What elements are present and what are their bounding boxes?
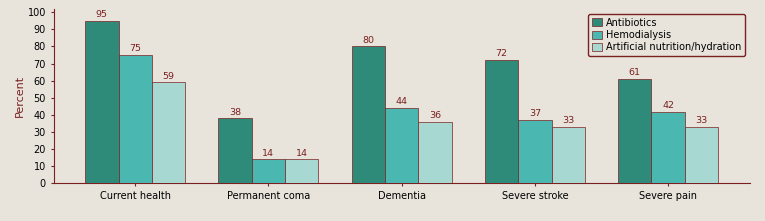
- Text: 33: 33: [695, 116, 708, 125]
- Text: 36: 36: [429, 111, 441, 120]
- Y-axis label: Percent: Percent: [15, 75, 24, 117]
- Text: 42: 42: [662, 101, 674, 110]
- Text: 75: 75: [129, 44, 142, 53]
- Text: 72: 72: [496, 50, 507, 59]
- Text: 95: 95: [96, 10, 108, 19]
- Legend: Antibiotics, Hemodialysis, Artificial nutrition/hydration: Antibiotics, Hemodialysis, Artificial nu…: [588, 14, 745, 56]
- Bar: [418, 122, 451, 183]
- Text: 59: 59: [162, 72, 174, 81]
- Bar: [151, 82, 185, 183]
- Bar: [219, 118, 252, 183]
- Bar: [485, 60, 518, 183]
- Bar: [385, 108, 418, 183]
- Text: 14: 14: [296, 149, 308, 158]
- Text: 38: 38: [229, 108, 241, 117]
- Text: 80: 80: [363, 36, 374, 45]
- Text: 61: 61: [629, 68, 641, 77]
- Bar: [285, 160, 318, 183]
- Bar: [252, 160, 285, 183]
- Text: 14: 14: [262, 149, 275, 158]
- Bar: [119, 55, 151, 183]
- Bar: [652, 112, 685, 183]
- Bar: [518, 120, 552, 183]
- Bar: [352, 46, 385, 183]
- Text: 44: 44: [396, 97, 408, 106]
- Text: 37: 37: [529, 109, 541, 118]
- Text: 33: 33: [562, 116, 575, 125]
- Bar: [552, 127, 584, 183]
- Bar: [685, 127, 718, 183]
- Bar: [618, 79, 652, 183]
- Bar: [85, 21, 119, 183]
